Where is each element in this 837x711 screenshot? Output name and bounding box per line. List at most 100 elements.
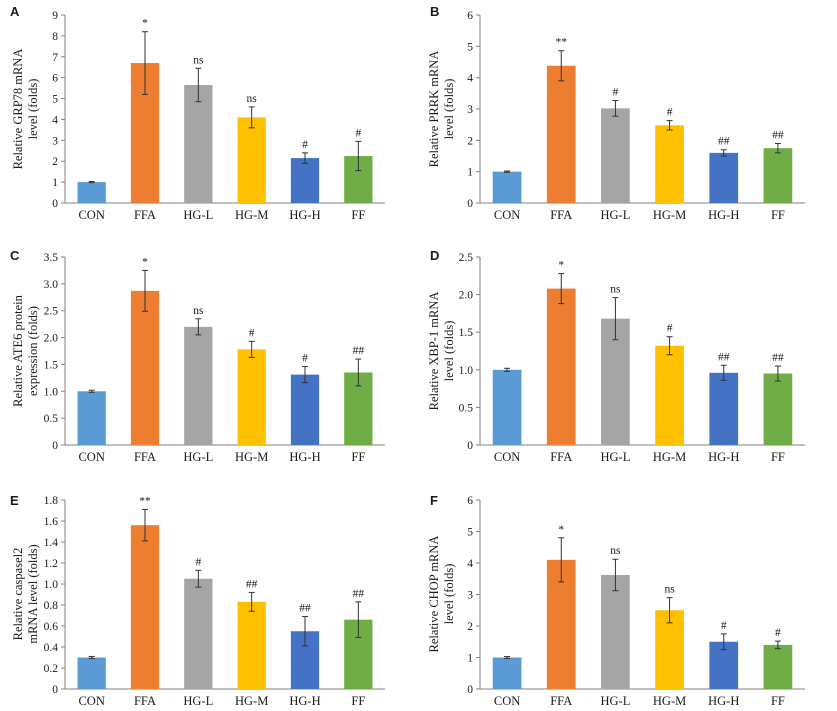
x-tick-label: HG-M	[653, 450, 686, 464]
bar-ffa	[130, 525, 160, 689]
significance-label: **	[139, 495, 151, 507]
bar-con	[492, 657, 522, 689]
x-tick-label: CON	[78, 694, 104, 708]
y-tick-label: 5	[467, 527, 473, 539]
y-axis-label: Relative PRRK mRNAlevel (folds)	[427, 51, 456, 168]
panel-letter: A	[10, 4, 20, 19]
significance-label: ##	[246, 578, 258, 590]
bar-hg-m	[655, 345, 684, 445]
y-tick-label: 1.4	[44, 537, 59, 549]
x-tick-label: HG-M	[653, 694, 686, 708]
significance-label: #	[667, 323, 673, 335]
y-tick-label: 2.0	[459, 290, 474, 302]
y-tick-label: 4	[467, 73, 473, 85]
bar-hg-m	[237, 601, 266, 689]
panel-a: A 0 1 2 3 4 5 6 7 8 9 Relative GRP78 mRNAlevel (fol…	[10, 4, 385, 222]
panel-letter: F	[430, 493, 438, 508]
y-tick-label: 5	[52, 94, 58, 106]
bar-con	[492, 369, 522, 445]
bar-ff	[763, 644, 793, 689]
panel-letter: B	[430, 4, 439, 19]
significance-label: ns	[193, 305, 204, 317]
x-tick-label: FF	[351, 450, 365, 464]
bar-ffa	[130, 290, 160, 445]
bar-con	[77, 182, 106, 203]
y-tick-label: 0.6	[44, 621, 59, 633]
x-tick-label: CON	[78, 208, 104, 222]
x-tick-label: FFA	[550, 694, 572, 708]
y-tick-label: 6	[52, 73, 58, 85]
x-tick-label: HG-L	[600, 450, 630, 464]
bar-hg-m	[237, 349, 266, 445]
y-axis-label-line: Relative PRRK mRNA	[427, 51, 441, 168]
y-tick-label: 2	[467, 621, 473, 633]
y-axis-label: Relative caspasel2mRNA level (folds)	[11, 544, 40, 643]
significance-label: ns	[610, 284, 621, 296]
significance-label: ##	[718, 351, 730, 363]
significance-label: *	[142, 256, 148, 268]
y-tick-label: 1	[467, 653, 473, 665]
x-tick-label: FFA	[134, 694, 156, 708]
x-tick-label: FFA	[134, 208, 156, 222]
y-tick-label: 0.2	[44, 663, 59, 675]
y-axis-label: Relative ATE6 proteinexpression (folds)	[11, 294, 40, 407]
x-tick-label: FF	[771, 208, 785, 222]
y-tick-label: 2	[467, 135, 473, 147]
y-tick-label: 3.5	[44, 252, 59, 264]
y-tick-label: 5	[467, 41, 473, 53]
y-tick-label: 0	[467, 684, 473, 696]
significance-label: #	[302, 139, 308, 151]
y-tick-label: 1.5	[459, 327, 474, 339]
significance-label: #	[355, 127, 361, 139]
y-tick-label: 0	[467, 198, 473, 210]
x-tick-label: HG-L	[183, 694, 213, 708]
x-tick-label: FF	[351, 694, 365, 708]
y-axis-label-line: Relative ATE6 protein	[11, 294, 25, 407]
x-tick-label: HG-M	[235, 208, 268, 222]
bar-ffa	[546, 65, 576, 203]
y-axis-label-line: level (folds)	[26, 79, 40, 140]
x-tick-label: HG-H	[708, 450, 739, 464]
x-tick-label: HG-H	[289, 208, 320, 222]
y-axis-label: Relative GRP78 mRNAlevel (folds)	[11, 49, 40, 170]
x-tick-label: HG-L	[600, 694, 630, 708]
significance-label: #	[302, 353, 308, 365]
y-axis-label-line: level (folds)	[442, 564, 456, 625]
y-axis-label-line: expression (folds)	[26, 306, 40, 396]
panel-b: B 0 1 2 3 4 5 6 Relative PRRK mRNAlevel (folds) C…	[427, 4, 805, 222]
panel-letter: E	[10, 493, 19, 508]
y-tick-label: 1	[467, 167, 473, 179]
significance-label: ns	[610, 545, 621, 557]
y-tick-label: 1.0	[44, 579, 59, 591]
significance-label: #	[613, 87, 619, 99]
significance-label: ##	[772, 129, 784, 141]
y-tick-label: 3.0	[44, 279, 59, 291]
bar-con	[77, 657, 106, 689]
bar-ff	[763, 373, 793, 445]
x-tick-label: HG-M	[235, 694, 268, 708]
bar-hg-l	[184, 578, 213, 689]
x-tick-label: CON	[494, 450, 520, 464]
y-axis-label-line: level (folds)	[442, 321, 456, 382]
significance-label: ##	[353, 588, 365, 600]
y-tick-label: 7	[52, 52, 58, 64]
x-tick-label: HG-L	[600, 208, 630, 222]
y-tick-label: 8	[52, 31, 58, 43]
significance-label: **	[556, 37, 568, 49]
significance-label: #	[667, 107, 673, 119]
x-tick-label: CON	[494, 208, 520, 222]
significance-label: *	[558, 524, 564, 536]
x-tick-label: HG-H	[708, 208, 739, 222]
bar-hg-m	[655, 610, 684, 689]
y-tick-label: 2.5	[44, 306, 59, 318]
x-tick-label: HG-M	[235, 450, 268, 464]
y-tick-label: 2.0	[44, 333, 59, 345]
y-tick-label: 0	[467, 440, 473, 452]
x-tick-label: FFA	[550, 450, 572, 464]
y-axis-label-line: Relative GRP78 mRNA	[11, 49, 25, 170]
x-tick-label: HG-M	[653, 208, 686, 222]
significance-label: #	[249, 327, 255, 339]
y-tick-label: 0	[52, 440, 58, 452]
x-tick-label: HG-H	[289, 450, 320, 464]
